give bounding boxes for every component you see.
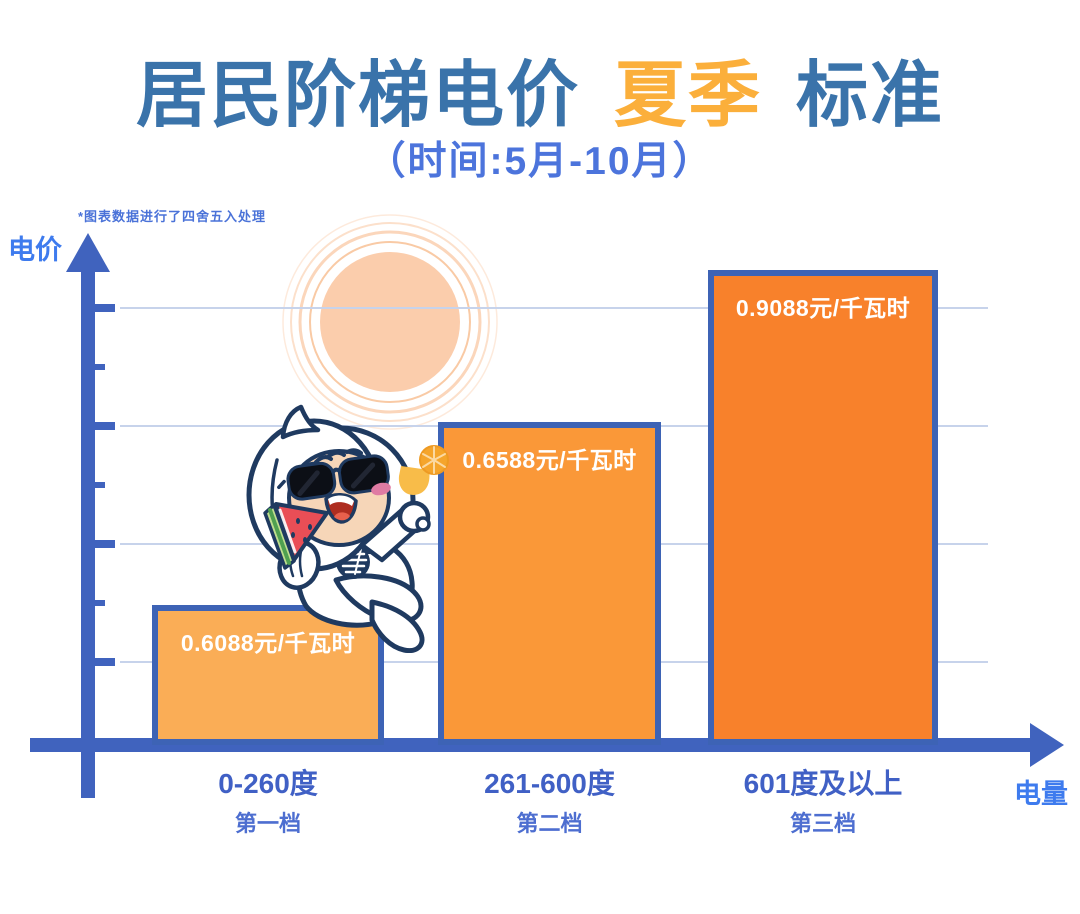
tier-3-name-label: 第三档 bbox=[789, 811, 856, 836]
tier-1-range-label: 0-260度 bbox=[218, 768, 318, 799]
page-title: 居民阶梯电价 夏季 标准 bbox=[0, 36, 1080, 141]
title-suffix-text: 标准 bbox=[796, 56, 945, 136]
rounding-note: *图表数据进行了四舍五入处理 bbox=[78, 209, 267, 224]
title-main-text: 居民阶梯电价 bbox=[135, 56, 580, 136]
tier-2-name-label: 第二档 bbox=[516, 811, 583, 836]
bar-tier-3: 0.9088元/千瓦时 bbox=[708, 270, 938, 745]
tier-1-name-label: 第一档 bbox=[234, 811, 301, 836]
x-axis-arrow-icon bbox=[1030, 723, 1064, 767]
bar-tier-2-price: 0.6588元/千瓦时 bbox=[462, 447, 637, 473]
subtitle-period: （时间:5月-10月） bbox=[366, 140, 714, 183]
mascot-sunglasses-watermelon-icon bbox=[246, 404, 449, 653]
bar-tier-1-price: 0.6088元/千瓦时 bbox=[180, 630, 356, 656]
bar-tier-2: 0.6588元/千瓦时 bbox=[438, 422, 661, 745]
y-axis-arrow-icon bbox=[66, 233, 110, 272]
title-season-highlight: 夏季 bbox=[613, 56, 762, 136]
watermelon-icon bbox=[263, 502, 329, 570]
x-axis-label: 电量 bbox=[1014, 779, 1068, 809]
orange-slice-icon bbox=[419, 445, 449, 475]
bar-tier-1: 0.6088元/千瓦时 bbox=[152, 605, 384, 745]
bar-tier-3-price: 0.9088元/千瓦时 bbox=[735, 295, 911, 321]
y-axis-label: 电价 bbox=[8, 235, 62, 265]
y-axis-line bbox=[81, 262, 95, 798]
tier-3-range-label: 601度及以上 bbox=[743, 768, 903, 799]
tier-2-range-label: 261-600度 bbox=[484, 768, 615, 799]
sun-icon bbox=[282, 214, 498, 430]
